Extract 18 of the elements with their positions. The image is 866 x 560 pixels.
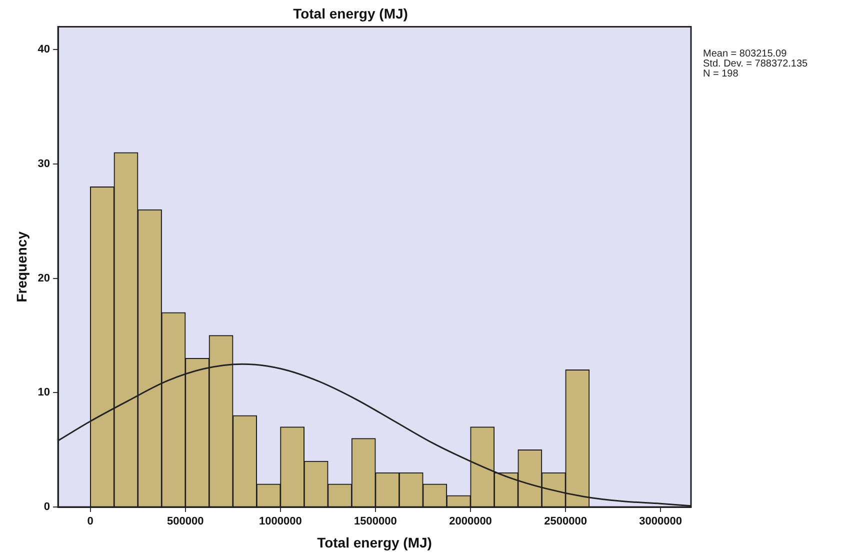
- x-tick-label: 500000: [167, 516, 204, 528]
- x-tick-label: 1000000: [259, 516, 302, 528]
- y-tick-label: 20: [38, 272, 50, 284]
- x-tick-label: 2500000: [544, 516, 587, 528]
- x-tick-label: 1500000: [354, 516, 397, 528]
- y-tick-label: 10: [38, 386, 50, 399]
- x-tick-label: 0: [87, 516, 94, 528]
- y-tick-label: 0: [44, 501, 50, 514]
- y-axis-title: Frequency: [13, 231, 30, 302]
- x-tick-label: 3000000: [639, 516, 682, 528]
- text: Std. Dev. = 788372.135: [703, 58, 808, 70]
- y-tick-label: 40: [38, 44, 50, 56]
- y-tick-label: 30: [38, 158, 50, 170]
- text: Mean = 803215.09: [703, 48, 788, 60]
- x-axis-title: Total energy (MJ): [317, 534, 432, 550]
- text: N = 198: [703, 68, 739, 80]
- chart-title: Total energy (MJ): [293, 5, 408, 22]
- x-tick-label: 2000000: [449, 516, 492, 528]
